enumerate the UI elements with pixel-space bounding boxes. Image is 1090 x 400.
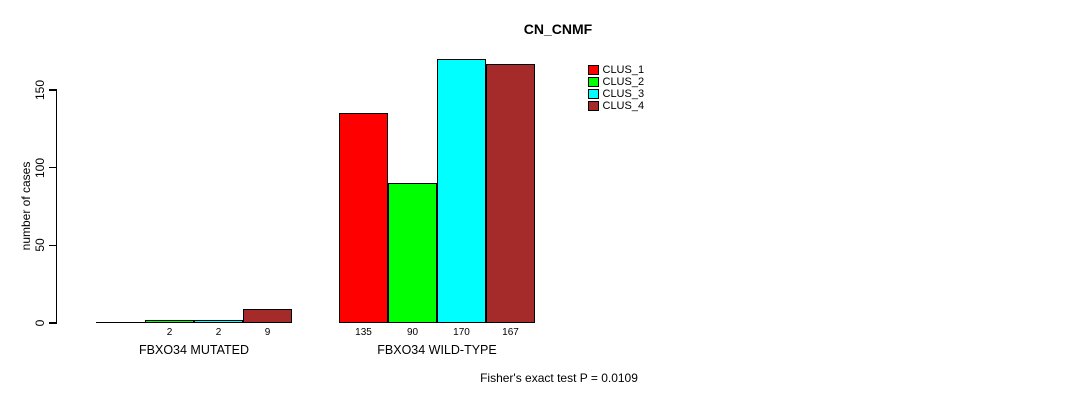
bar-CLUS_3 xyxy=(194,319,243,323)
bar-value-label: 170 xyxy=(453,327,470,338)
legend-label: CLUS_2 xyxy=(602,75,645,88)
legend-row-CLUS_3: CLUS_3 xyxy=(588,88,644,100)
legend-swatch-CLUS_2 xyxy=(588,76,599,88)
legend-row-CLUS_1: CLUS_1 xyxy=(588,64,644,76)
bar-CLUS_1-zero xyxy=(96,321,145,323)
legend: CLUS_1 CLUS_2 CLUS_3 CLUS_4 xyxy=(588,64,644,112)
y-tick xyxy=(48,167,56,169)
bar-CLUS_1 xyxy=(339,113,388,323)
legend-label: CLUS_1 xyxy=(602,63,645,76)
category-label: FBXO34 WILD-TYPE xyxy=(377,343,497,357)
legend-swatch-CLUS_1 xyxy=(588,64,599,76)
legend-label: CLUS_4 xyxy=(602,99,645,112)
y-tick-label: 50 xyxy=(33,238,47,253)
y-tick-label: 100 xyxy=(33,157,47,178)
bar-CLUS_2 xyxy=(145,319,194,323)
bar-value-label: 2 xyxy=(215,327,222,338)
legend-row-CLUS_2: CLUS_2 xyxy=(588,76,644,88)
category-label: FBXO34 MUTATED xyxy=(139,343,249,357)
bar-value-label: 167 xyxy=(502,327,519,338)
y-tick xyxy=(48,322,56,324)
bar-value-label: 135 xyxy=(355,327,372,338)
y-tick-label: 0 xyxy=(33,319,47,327)
legend-row-CLUS_4: CLUS_4 xyxy=(588,100,644,112)
bar-CLUS_3 xyxy=(437,58,486,323)
legend-label: CLUS_3 xyxy=(602,87,645,100)
y-tick xyxy=(48,89,56,91)
bar-CLUS_4 xyxy=(243,309,292,323)
y-tick-label: 150 xyxy=(33,79,47,101)
legend-swatch-CLUS_3 xyxy=(588,88,599,100)
y-axis-line xyxy=(55,89,57,324)
stat-note: Fisher's exact test P = 0.0109 xyxy=(480,371,638,385)
chart-title: CN_CNMF xyxy=(523,21,593,37)
bar-CLUS_2 xyxy=(388,183,437,323)
legend-swatch-CLUS_4 xyxy=(588,100,599,112)
y-tick xyxy=(48,244,56,246)
bar-value-label: 90 xyxy=(406,327,419,338)
bar-CLUS_4 xyxy=(486,63,535,323)
bar-value-label: 2 xyxy=(166,327,173,338)
bar-value-label: 9 xyxy=(264,327,271,338)
